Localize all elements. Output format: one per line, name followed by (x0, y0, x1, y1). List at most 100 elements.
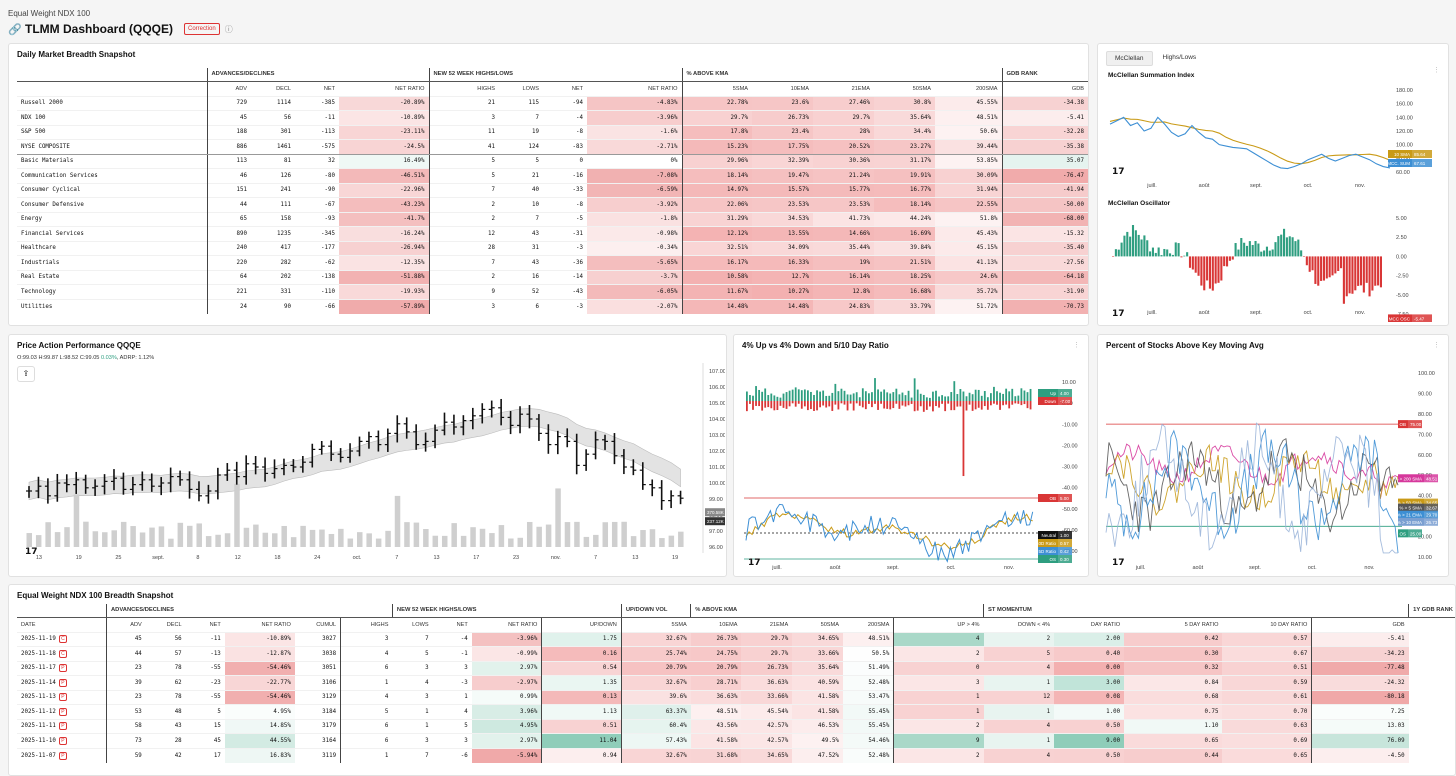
x-tick-label: sept. (152, 555, 164, 561)
table-cell: 60.4% (620, 718, 691, 734)
column-header[interactable]: DATE (21, 621, 36, 628)
table-cell: 11 (428, 124, 499, 140)
column-header[interactable]: DAY RATIO (1090, 621, 1121, 628)
column-header[interactable]: HIGHS (340, 617, 393, 632)
table-cell: -83 (543, 139, 587, 155)
table-cell: -22.77% (224, 675, 295, 690)
column-header[interactable]: DECL (276, 85, 291, 92)
ratio-chart[interactable]: 10.000.00-10.00-20.00-30.00-40.00-50.00-… (738, 353, 1086, 575)
column-header[interactable]: UP > 4% (893, 617, 984, 632)
volume-bar (149, 527, 155, 547)
column-header[interactable]: GDB (1311, 617, 1409, 632)
table-cell: 7 (428, 255, 499, 270)
table-cell: 23.53% (752, 197, 813, 212)
oscillator-chart[interactable]: 5.002.500.00-2.50-5.00-7.50juill.aoûtsep… (1106, 210, 1442, 322)
up-bar (993, 386, 995, 401)
pct-above-chart[interactable]: 100.0090.0080.0070.0060.0050.0040.0030.0… (1102, 353, 1446, 575)
column-header[interactable]: ADV (206, 81, 251, 96)
column-header[interactable]: UP/DOWN (541, 617, 622, 632)
table-cell: 0.68 (1124, 689, 1223, 705)
info-icon[interactable]: ⓘ (224, 24, 233, 34)
tab-mcclellan[interactable]: McClellan (1106, 51, 1153, 66)
table-cell: 15.77% (813, 182, 874, 198)
price-tag-bg (705, 517, 725, 526)
column-header[interactable]: DECL (166, 621, 182, 628)
series-label: 5D Ratio 0.42 (1038, 547, 1072, 555)
column-header[interactable]: NET (456, 621, 468, 628)
column-header[interactable]: LOWS (412, 621, 429, 628)
table-cell: 1 (392, 704, 433, 719)
column-header[interactable]: 10 DAY RATIO (1270, 621, 1308, 628)
oscillator-bar (1337, 256, 1340, 271)
x-tick-label: oct. (1304, 183, 1313, 189)
share-button[interactable]: ⇪ (17, 366, 35, 382)
column-header[interactable]: 5SMA (681, 81, 752, 96)
table-cell: 2 (428, 197, 499, 212)
table-cell: 52.48% (842, 675, 894, 690)
table-cell: 64 (206, 269, 251, 285)
column-header[interactable]: NET RATIO (648, 85, 678, 92)
table-cell: -345 (295, 226, 339, 241)
table-cell: -12.35% (339, 255, 429, 270)
column-header[interactable]: GDB (1001, 81, 1088, 96)
table-cell: 19.91% (874, 168, 935, 183)
oscillator-bar (1320, 256, 1323, 281)
column-header[interactable]: DOWN < 4% (1017, 621, 1051, 628)
up-bar (761, 391, 764, 401)
column-header[interactable]: 200SMA (867, 621, 890, 628)
column-header[interactable]: LOWS (522, 85, 539, 92)
column-header[interactable]: NET (571, 85, 583, 92)
column-header[interactable]: HIGHS (428, 81, 499, 96)
more-icon[interactable]: ⋮ (1433, 67, 1440, 74)
up-bar (749, 395, 751, 401)
oscillator-bar (1308, 256, 1311, 272)
table-cell: 32.67% (620, 675, 691, 690)
column-header[interactable]: 5 DAY RATIO (1184, 621, 1219, 628)
more-icon[interactable]: ⋮ (1433, 342, 1440, 349)
column-header[interactable]: 200SMA (976, 85, 998, 92)
table-cell: -15.32 (1001, 226, 1088, 241)
column-header[interactable]: NET RATIO (508, 621, 538, 628)
table-cell: -55 (185, 660, 225, 676)
oscillator-bar (1243, 242, 1246, 257)
table-cell: 44 (206, 197, 251, 212)
oscillator-bar (1134, 230, 1137, 257)
column-header[interactable]: ADV (105, 617, 146, 632)
table-cell: 3038 (294, 646, 341, 661)
column-header[interactable]: CUMUL (316, 621, 337, 628)
tradingview-logo-icon: 17 (1112, 309, 1125, 319)
price-chart[interactable]: 107.00 106.00 105.00 104.00 103.00 102.00 101.… (15, 353, 725, 575)
summation-chart[interactable]: 180.00160.00140.00120.00100.0080.0060.00… (1106, 82, 1442, 192)
table-cell: -27.56 (1001, 255, 1088, 270)
column-header[interactable]: NET RATIO (395, 85, 425, 92)
table-cell: 0 (893, 660, 984, 676)
column-header[interactable]: NET (209, 621, 221, 628)
column-header[interactable]: 10EMA (719, 621, 738, 628)
oscillator-bar (1137, 234, 1140, 257)
tab-highs-lows[interactable]: Highs/Lows (1162, 54, 1197, 61)
table-cell: -80.18 (1311, 689, 1409, 705)
column-header[interactable]: NET RATIO (261, 621, 291, 628)
table-cell: 48.51% (690, 704, 742, 719)
column-header[interactable]: 21EMA (769, 621, 789, 628)
down-bar (1014, 401, 1017, 404)
more-icon[interactable]: ⋮ (1073, 342, 1080, 349)
series-label: % > 5 SMA 32.67 (1398, 503, 1438, 512)
column-header[interactable]: 21EMA (851, 85, 870, 92)
table-cell: -16.24% (339, 226, 429, 241)
link-icon[interactable]: 🔗 (8, 24, 22, 36)
column-header[interactable]: 50SMA (912, 85, 931, 92)
column-header[interactable]: NET (323, 85, 335, 92)
summation-line (1109, 116, 1391, 170)
column-header[interactable]: 5SMA (620, 617, 691, 632)
table-cell: Consumer Cyclical (17, 182, 207, 198)
ratio-10d-line (745, 512, 1033, 551)
table-cell: 11.67% (681, 284, 752, 299)
table-cell: -1 (432, 646, 472, 661)
volume-bar (649, 529, 656, 547)
column-header[interactable]: 50SMA (820, 621, 839, 628)
oscillator-bar (1223, 256, 1226, 267)
volume-bar (309, 529, 316, 547)
column-header[interactable]: 10EMA (790, 85, 809, 92)
